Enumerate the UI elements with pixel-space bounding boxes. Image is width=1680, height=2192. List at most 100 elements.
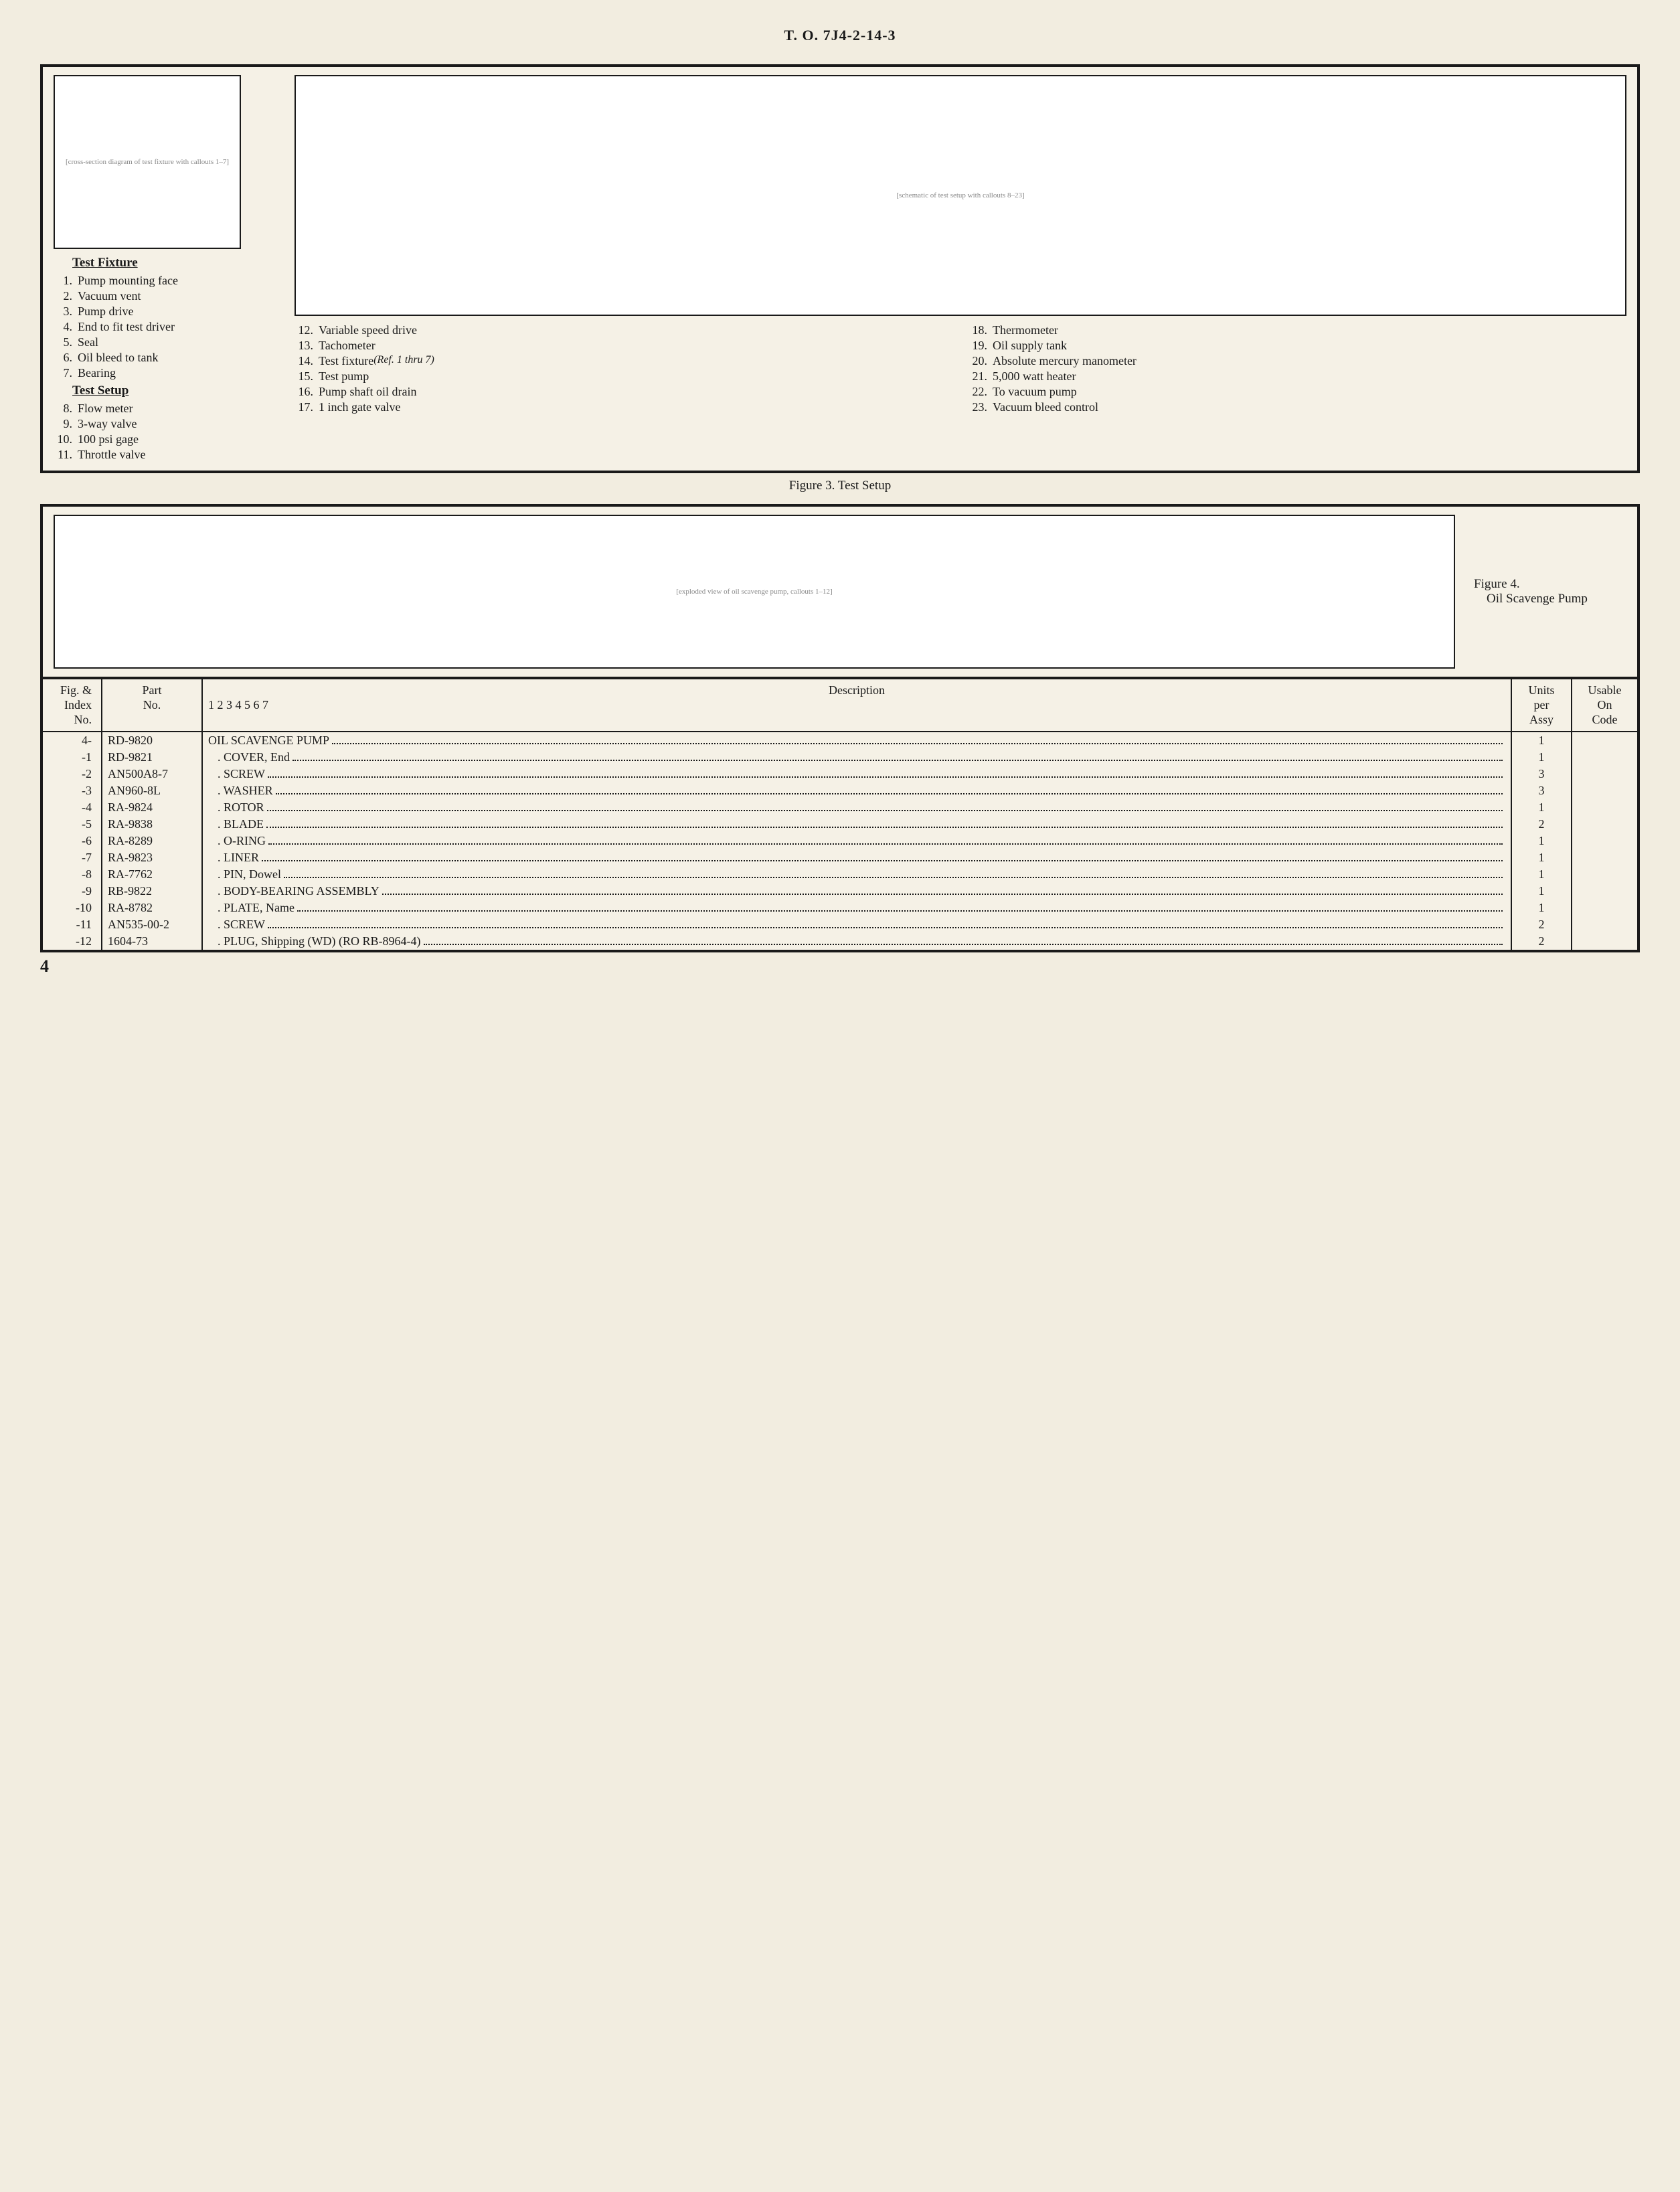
table-row: -10RA-8782. PLATE, Name 1 — [41, 900, 1639, 916]
legend-item: 16.Pump shaft oil drain — [295, 384, 952, 400]
cell-part: RA-9824 — [102, 799, 202, 816]
page-number: 4 — [40, 956, 1640, 977]
leader-dots — [292, 750, 1503, 761]
legend-text: 1 inch gate valve — [319, 400, 400, 415]
legend-text: 100 psi gage — [78, 432, 139, 447]
table-row: -1RD-9821. COVER, End 1 — [41, 749, 1639, 766]
figure-4-caption: Figure 4. Oil Scavenge Pump — [1466, 577, 1626, 606]
legend-text: Bearing — [78, 365, 116, 381]
cell-part: RA-7762 — [102, 866, 202, 883]
legend-item: 18.Thermometer — [969, 323, 1626, 338]
table-row: -121604-73. PLUG, Shipping (WD) (RO RB-8… — [41, 933, 1639, 951]
legend-item: 5.Seal — [54, 335, 281, 350]
legend-text: To vacuum pump — [993, 384, 1077, 400]
legend-num: 21. — [969, 369, 993, 384]
legend-item: 19.Oil supply tank — [969, 338, 1626, 353]
leader-dots — [262, 851, 1503, 861]
legend-text: End to fit test driver — [78, 319, 175, 335]
cell-code — [1572, 883, 1639, 900]
legend-num: 5. — [54, 335, 78, 350]
cell-desc-text: . COVER, End — [218, 750, 290, 764]
legend-text: Throttle valve — [78, 447, 145, 462]
legend-num: 1. — [54, 273, 78, 288]
cell-index: -11 — [41, 916, 102, 933]
leader-dots — [382, 884, 1503, 895]
cell-units: 2 — [1511, 816, 1572, 833]
cell-index: -10 — [41, 900, 102, 916]
cell-index: -1 — [41, 749, 102, 766]
cell-units: 1 — [1511, 866, 1572, 883]
leader-dots — [276, 784, 1503, 794]
legend-item: 1.Pump mounting face — [54, 273, 281, 288]
cell-units: 1 — [1511, 883, 1572, 900]
cell-code — [1572, 732, 1639, 749]
cell-index: -4 — [41, 799, 102, 816]
col-head-units: UnitsperAssy — [1511, 678, 1572, 732]
legend-text: 5,000 watt heater — [993, 369, 1076, 384]
cell-part: RD-9821 — [102, 749, 202, 766]
col-head-desc-sub: 1 2 3 4 5 6 7 — [205, 698, 1508, 713]
legend-num: 17. — [295, 400, 319, 415]
legend-num: 22. — [969, 384, 993, 400]
cell-desc: . PLUG, Shipping (WD) (RO RB-8964-4) — [202, 933, 1511, 951]
cell-part: AN500A8-7 — [102, 766, 202, 782]
cell-desc: . SCREW — [202, 916, 1511, 933]
cell-desc-text: OIL SCAVENGE PUMP — [208, 734, 329, 748]
cell-part: RA-9823 — [102, 849, 202, 866]
fixture-heading: Test Fixture — [72, 256, 281, 270]
cell-units: 2 — [1511, 933, 1572, 951]
legend-item: 12.Variable speed drive — [295, 323, 952, 338]
legend-num: 20. — [969, 353, 993, 369]
legend-text: Pump drive — [78, 304, 134, 319]
cell-part: AN535-00-2 — [102, 916, 202, 933]
legend-item: 17.1 inch gate valve — [295, 400, 952, 415]
cell-code — [1572, 900, 1639, 916]
legend-text: Vacuum vent — [78, 288, 141, 304]
cell-index: -12 — [41, 933, 102, 951]
table-row: -7RA-9823. LINER 1 — [41, 849, 1639, 866]
cell-desc: . COVER, End — [202, 749, 1511, 766]
legend-num: 3. — [54, 304, 78, 319]
test-fixture-diagram: [cross-section diagram of test fixture w… — [54, 75, 241, 249]
legend-text: Pump shaft oil drain — [319, 384, 417, 400]
cell-part: RB-9822 — [102, 883, 202, 900]
legend-text: Tachometer — [319, 338, 375, 353]
cell-units: 1 — [1511, 732, 1572, 749]
cell-units: 3 — [1511, 782, 1572, 799]
cell-code — [1572, 849, 1639, 866]
col-head-desc-title: Description — [205, 683, 1508, 698]
cell-code — [1572, 799, 1639, 816]
legend-num: 9. — [54, 416, 78, 432]
legend-item: 23.Vacuum bleed control — [969, 400, 1626, 415]
oil-scavenge-pump-diagram: [exploded view of oil scavenge pump, cal… — [54, 515, 1455, 669]
table-row: -3AN960-8L. WASHER 3 — [41, 782, 1639, 799]
table-row: 4-RD-9820OIL SCAVENGE PUMP 1 — [41, 732, 1639, 749]
figure-3-box: [cross-section diagram of test fixture w… — [40, 64, 1640, 473]
cell-code — [1572, 933, 1639, 951]
legend-item: 14.Test fixture (Ref. 1 thru 7) — [295, 353, 952, 369]
cell-units: 1 — [1511, 849, 1572, 866]
setup-legend-col1: 8.Flow meter9.3-way valve10.100 psi gage… — [54, 401, 281, 462]
legend-num: 2. — [54, 288, 78, 304]
table-row: -5RA-9838. BLADE 2 — [41, 816, 1639, 833]
legend-item: 15.Test pump — [295, 369, 952, 384]
leader-dots — [268, 834, 1503, 845]
legend-text: Pump mounting face — [78, 273, 178, 288]
cell-code — [1572, 782, 1639, 799]
cell-desc-text: . ROTOR — [218, 800, 264, 815]
cell-units: 3 — [1511, 766, 1572, 782]
leader-dots — [424, 934, 1503, 945]
cell-desc-text: . PLUG, Shipping (WD) (RO RB-8964-4) — [218, 934, 421, 948]
table-row: -2AN500A8-7. SCREW 3 — [41, 766, 1639, 782]
legend-text: Test fixture — [319, 353, 373, 369]
cell-code — [1572, 816, 1639, 833]
legend-item: 6.Oil bleed to tank — [54, 350, 281, 365]
cell-units: 1 — [1511, 900, 1572, 916]
col-head-code: UsableOnCode — [1572, 678, 1639, 732]
cell-desc-text: . PLATE, Name — [218, 901, 295, 915]
cell-code — [1572, 866, 1639, 883]
legend-num: 6. — [54, 350, 78, 365]
cell-desc-text: . BLADE — [218, 817, 264, 831]
legend-num: 12. — [295, 323, 319, 338]
legend-item: 22.To vacuum pump — [969, 384, 1626, 400]
